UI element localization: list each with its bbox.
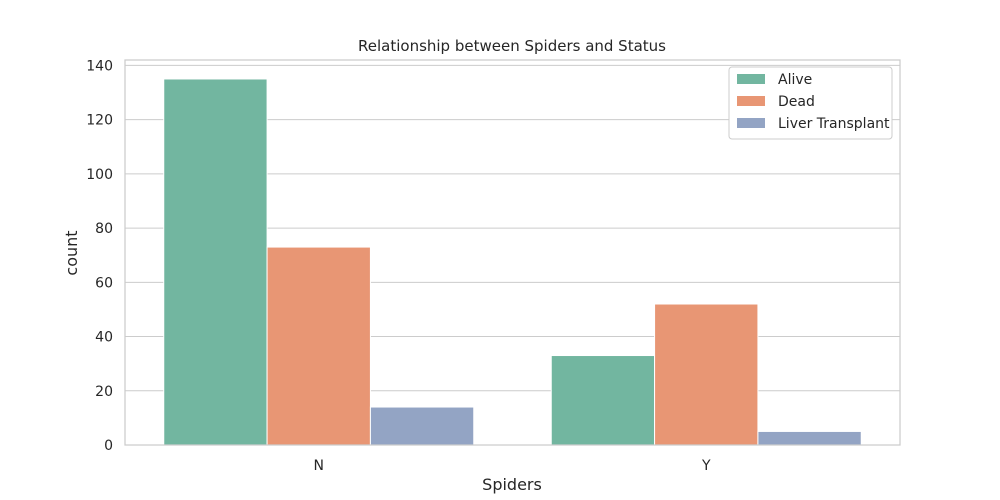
legend-swatch (737, 96, 765, 106)
bar-alive-n (163, 78, 268, 446)
legend-label: Liver Transplant (778, 116, 890, 132)
bar-alive-y (550, 355, 656, 446)
y-tick-label: 60 (95, 275, 113, 291)
legend-swatch (737, 118, 765, 128)
y-tick-label: 20 (95, 384, 113, 400)
y-tick-label: 100 (86, 167, 113, 183)
legend-box (728, 66, 893, 140)
bar-dead-n (266, 246, 371, 446)
legend: Alive Dead Liver Transplant (728, 66, 893, 140)
y-tick-label: 0 (104, 438, 113, 454)
legend-label: Dead (778, 94, 815, 110)
bar-liver-transplant-n (369, 406, 475, 446)
chart-title: Relationship between Spiders and Status (358, 37, 666, 55)
y-tick-label: 120 (86, 113, 113, 129)
bar-liver-transplant-y (757, 430, 862, 446)
y-tick-label: 80 (95, 221, 113, 237)
bars (163, 78, 862, 446)
x-tick-label: Y (701, 458, 711, 474)
legend-label: Alive (778, 72, 812, 88)
legend-swatch (737, 74, 765, 84)
y-axis-label: count (62, 230, 81, 275)
x-axis-label: Spiders (482, 475, 542, 494)
bar-dead-y (654, 303, 759, 446)
y-tick-label: 40 (95, 330, 113, 346)
y-tick-label: 140 (86, 58, 113, 74)
y-tick-labels: 0 20 40 60 80 100 120 140 (86, 58, 113, 454)
x-tick-label: N (314, 458, 324, 474)
plot-frame (124, 59, 901, 446)
